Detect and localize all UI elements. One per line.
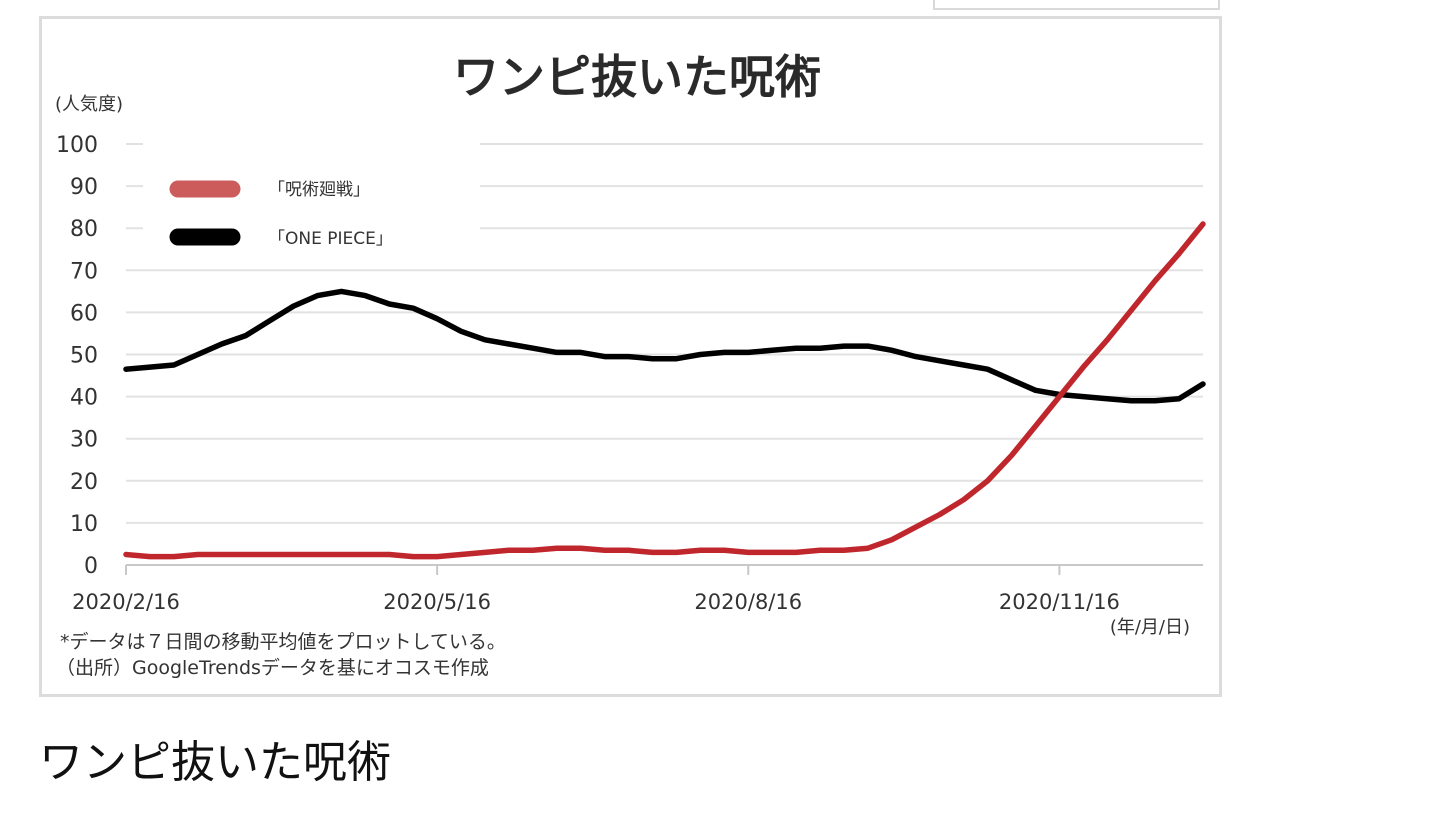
top-cropped-box bbox=[933, 0, 1220, 10]
y-axis-label: (人気度) bbox=[55, 94, 123, 115]
chart-title: ワンピ抜いた呪術 bbox=[453, 50, 821, 104]
y-tick-label-40: 40 bbox=[70, 386, 98, 411]
x-tick-labels: 2020/2/16 2020/5/16 2020/8/16 2020/11/16 bbox=[72, 565, 1120, 614]
y-tick-labels: 0 10 20 30 40 50 60 70 80 90 100 bbox=[56, 133, 98, 579]
x-tick-label-3: 2020/11/16 bbox=[999, 590, 1120, 614]
y-tick-label-100: 100 bbox=[56, 133, 98, 158]
y-tick-label-0: 0 bbox=[84, 554, 98, 579]
note-moving-average: *データは７日間の移動平均値をプロットしている。 bbox=[60, 631, 506, 653]
y-tick-label-60: 60 bbox=[70, 301, 98, 326]
x-tick-label-2: 2020/8/16 bbox=[694, 590, 802, 614]
series-line-onepiece bbox=[123, 288, 1206, 404]
y-tick-label-10: 10 bbox=[70, 512, 98, 537]
y-tick-label-90: 90 bbox=[70, 175, 98, 200]
legend-label-onepiece: 「ONE PIECE」 bbox=[268, 229, 393, 249]
legend-label-jujutsu: 「呪術廻戦」 bbox=[268, 180, 370, 200]
y-tick-label-80: 80 bbox=[70, 217, 98, 242]
chart-figure: 0 10 20 30 40 50 60 70 80 90 100 2020/2/16 2020/5/1… bbox=[39, 16, 1222, 697]
x-tick-label-0: 2020/2/16 bbox=[72, 590, 180, 614]
x-tick-label-1: 2020/5/16 bbox=[383, 590, 491, 614]
y-tick-label-70: 70 bbox=[70, 259, 98, 284]
x-axis-label: (年/月/日) bbox=[1110, 617, 1190, 638]
y-tick-label-20: 20 bbox=[70, 470, 98, 495]
chart-svg: 0 10 20 30 40 50 60 70 80 90 100 2020/2/16 2020/5/1… bbox=[55, 50, 1206, 679]
grid-lines bbox=[126, 143, 1203, 566]
y-tick-label-30: 30 bbox=[70, 428, 98, 453]
legend: 「呪術廻戦」 「ONE PIECE」 bbox=[169, 180, 393, 249]
note-source: （出所）GoogleTrendsデータを基にオコスモ作成 bbox=[56, 657, 489, 679]
image-caption: ワンピ抜いた呪術 bbox=[39, 737, 391, 788]
series-lines bbox=[123, 221, 1206, 560]
y-tick-label-50: 50 bbox=[70, 344, 98, 369]
series-line-jujutsu bbox=[123, 221, 1206, 560]
